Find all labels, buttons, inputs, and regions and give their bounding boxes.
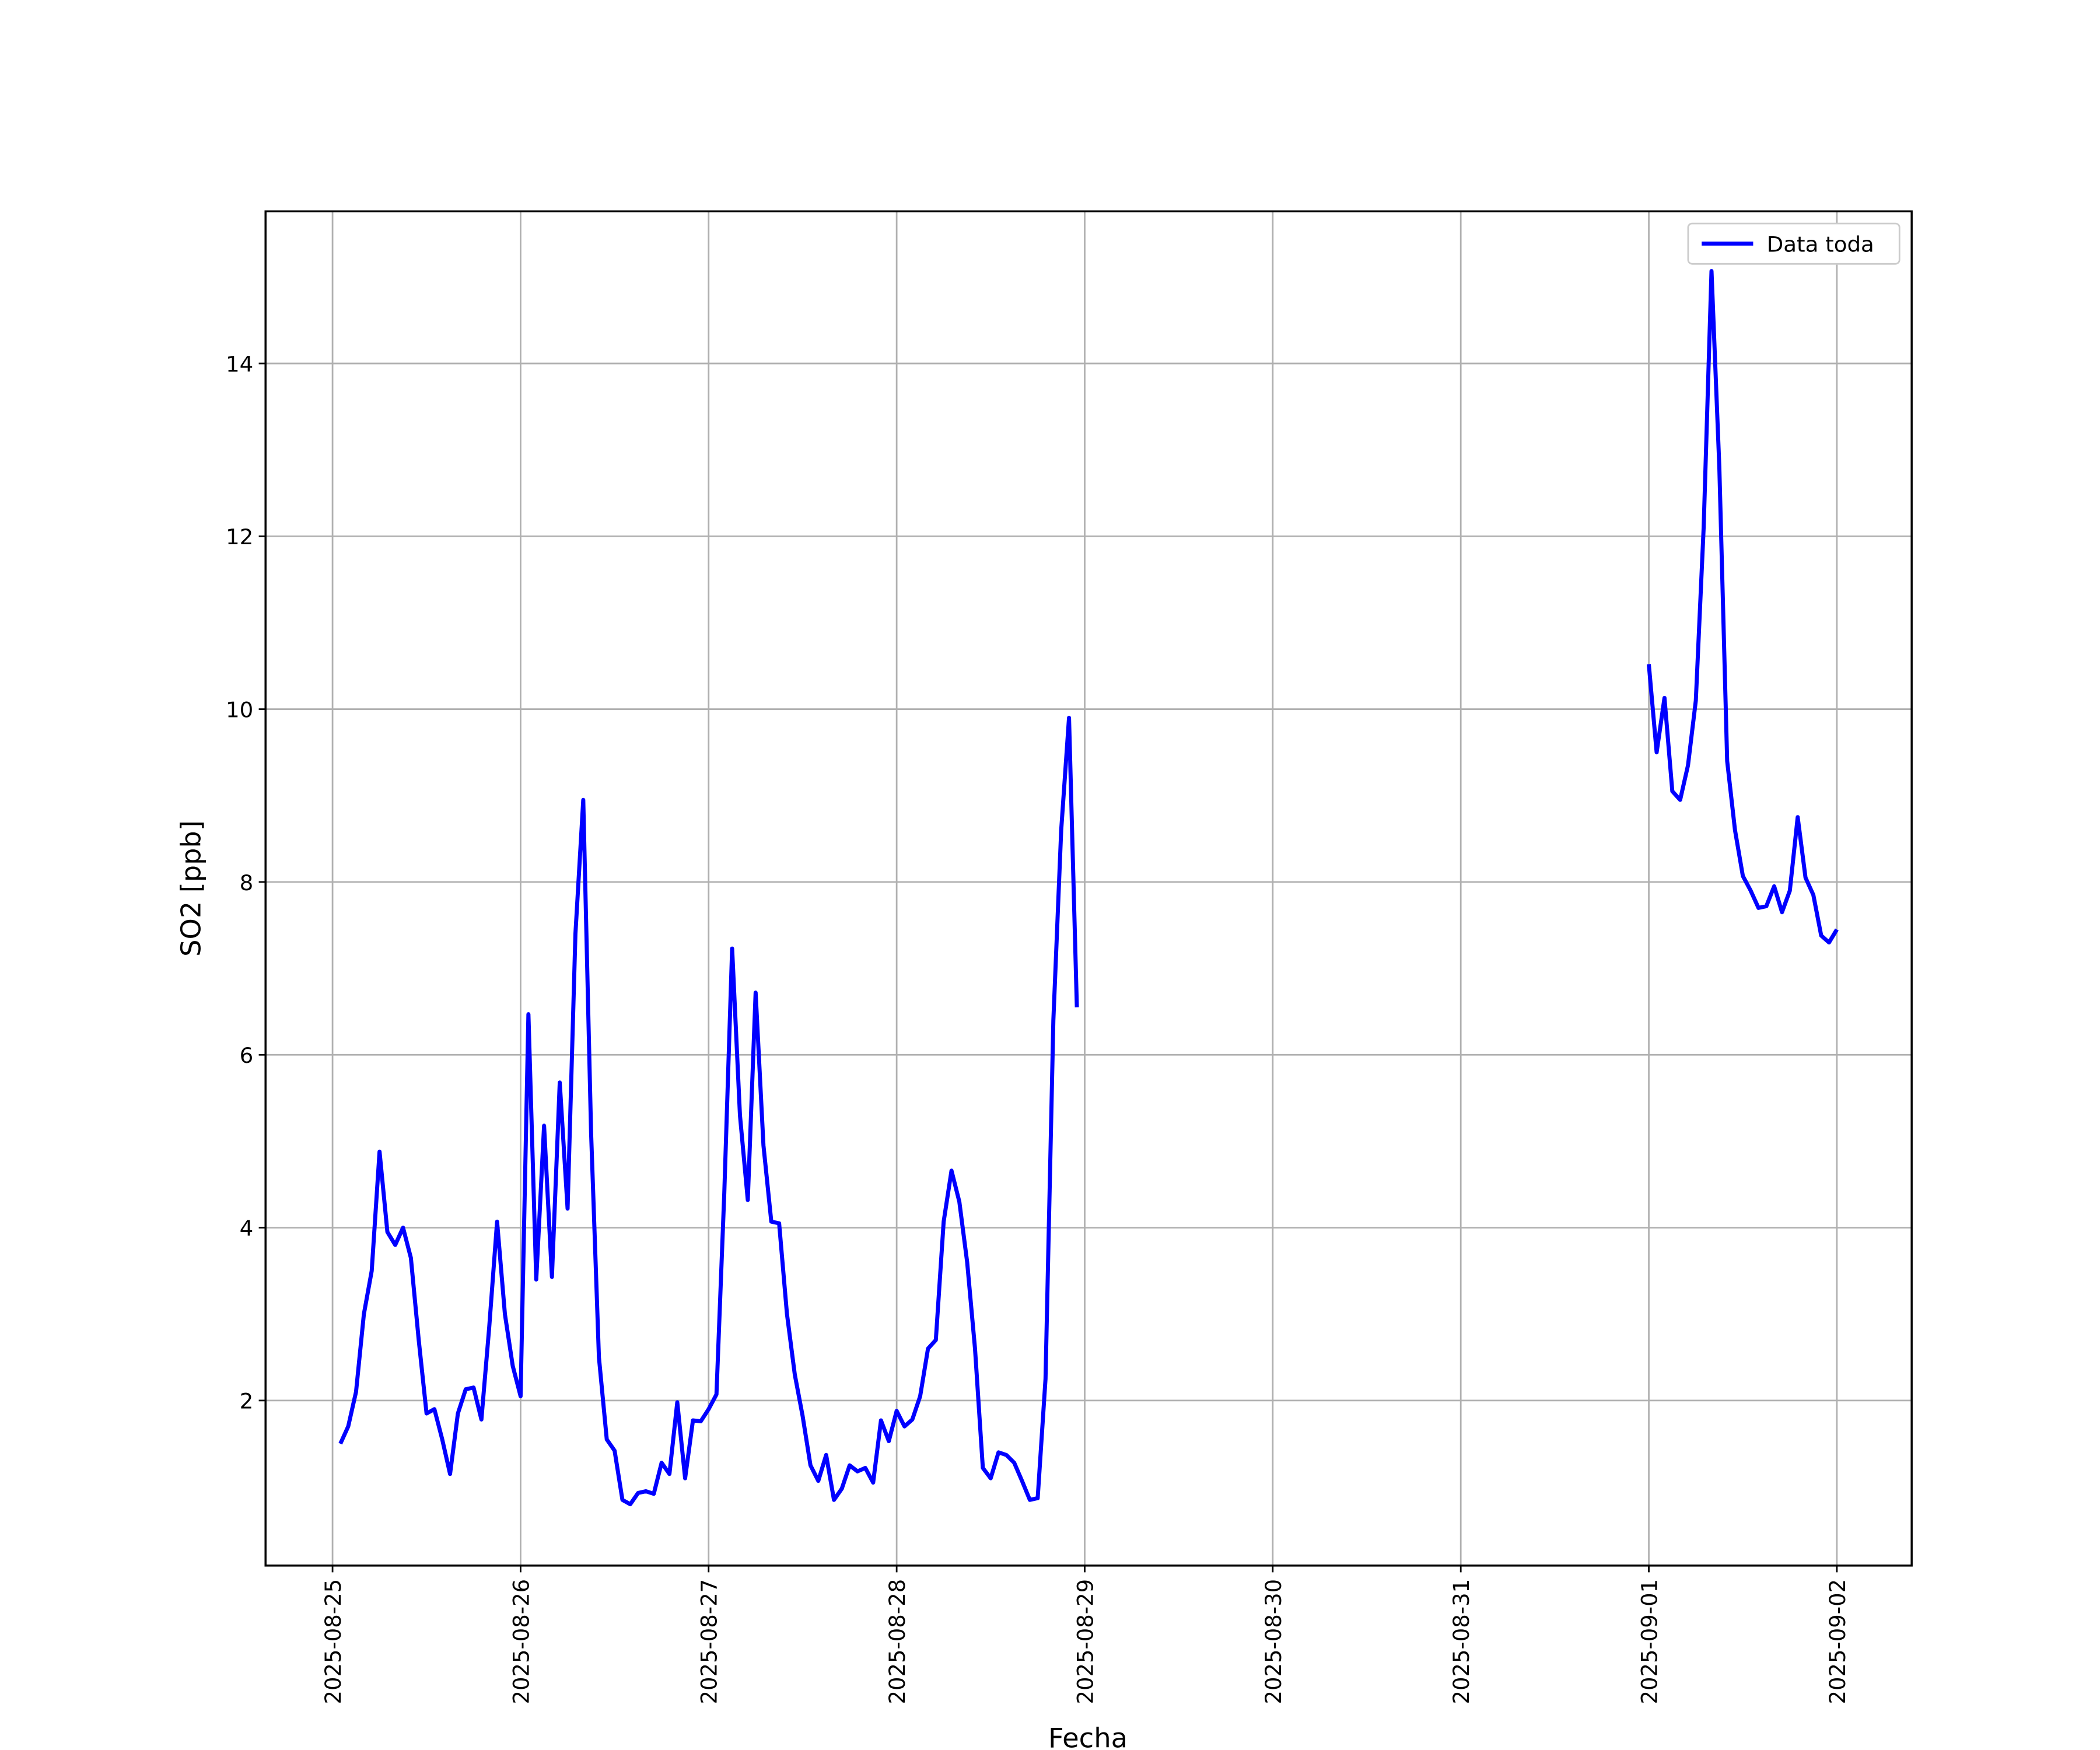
legend-box <box>1687 222 1901 265</box>
plot-layer: 2025-08-25 2025-08-26 2025-08-27 2025-08-28… <box>226 210 1913 1704</box>
data-line <box>338 269 1839 1507</box>
plot-frame <box>264 210 1913 1567</box>
y-tick-label: 14 <box>226 352 253 377</box>
x-axis-label: Fecha <box>1048 1723 1128 1750</box>
y-tick-label: 2 <box>240 1389 254 1414</box>
y-tick-label: 4 <box>240 1216 254 1241</box>
y-axis-label: SO2 [ppb] <box>176 820 207 957</box>
y-tick-label: 6 <box>240 1043 254 1068</box>
y-tick-label: 12 <box>226 524 253 550</box>
x-tick-label: 2025-08-30 <box>1261 1579 1286 1704</box>
x-tick-label: 2025-09-02 <box>1825 1579 1850 1704</box>
y-tick-label: 10 <box>226 698 253 723</box>
x-tick-label: 2025-08-27 <box>697 1579 722 1704</box>
x-tick-label: 2025-08-29 <box>1073 1579 1098 1704</box>
x-tick-label: 2025-08-26 <box>509 1579 534 1704</box>
y-tick-label: 8 <box>240 870 254 895</box>
x-tick-label: 2025-08-31 <box>1449 1579 1474 1704</box>
x-tick-label: 2025-09-01 <box>1637 1579 1662 1704</box>
x-tick-label: 2025-08-28 <box>885 1579 910 1704</box>
x-tick-label: 2025-08-25 <box>321 1579 346 1704</box>
legend-label: Data toda <box>1767 232 1874 257</box>
